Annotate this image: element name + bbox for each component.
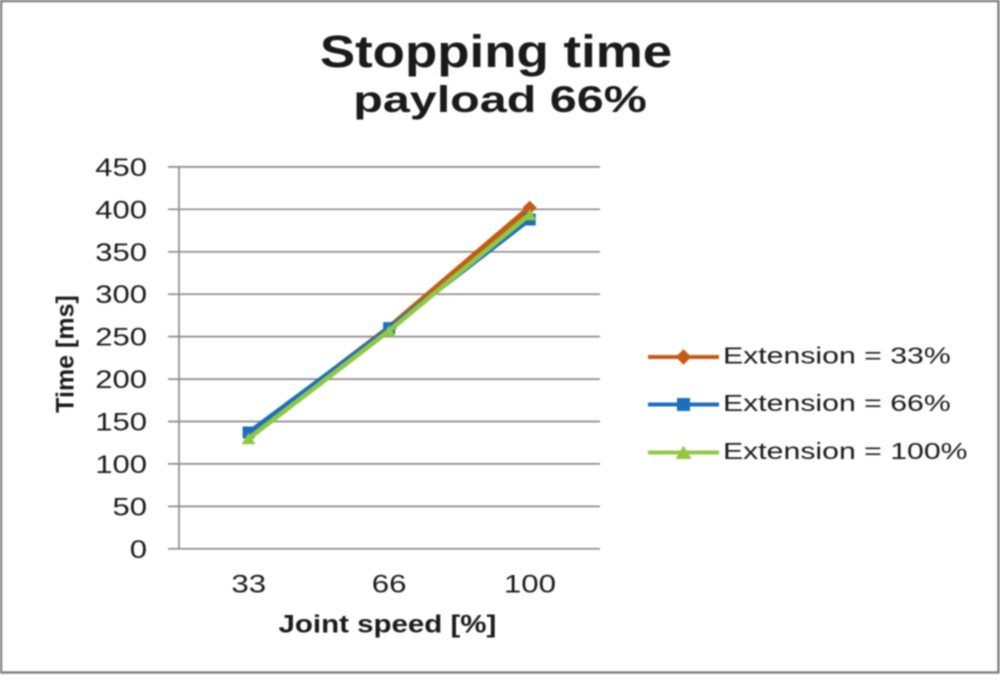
svg-text:200: 200 (95, 366, 147, 394)
svg-text:100: 100 (504, 570, 556, 598)
svg-text:33: 33 (231, 570, 266, 598)
svg-text:Extension = 100%: Extension = 100% (723, 438, 968, 464)
svg-text:50: 50 (113, 493, 147, 521)
svg-text:350: 350 (95, 239, 147, 267)
svg-text:66: 66 (372, 570, 407, 598)
svg-text:250: 250 (95, 323, 147, 351)
svg-text:payload 66%: payload 66% (353, 79, 647, 120)
svg-text:450: 450 (95, 154, 147, 182)
svg-text:300: 300 (95, 281, 147, 309)
svg-text:400: 400 (95, 196, 147, 224)
svg-text:Joint speed [%]: Joint speed [%] (278, 610, 496, 638)
svg-text:100: 100 (95, 451, 147, 479)
svg-text:Stopping time: Stopping time (320, 28, 672, 77)
svg-text:Extension = 33%: Extension = 33% (723, 343, 951, 369)
svg-text:150: 150 (95, 408, 147, 436)
svg-text:Extension = 66%: Extension = 66% (723, 391, 951, 417)
svg-text:0: 0 (130, 536, 147, 564)
svg-text:Time [ms]: Time [ms] (52, 295, 80, 413)
